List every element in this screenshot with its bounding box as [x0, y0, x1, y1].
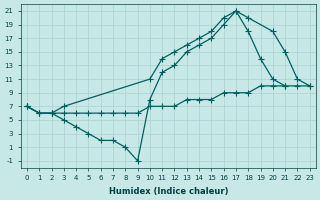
X-axis label: Humidex (Indice chaleur): Humidex (Indice chaleur)	[108, 187, 228, 196]
